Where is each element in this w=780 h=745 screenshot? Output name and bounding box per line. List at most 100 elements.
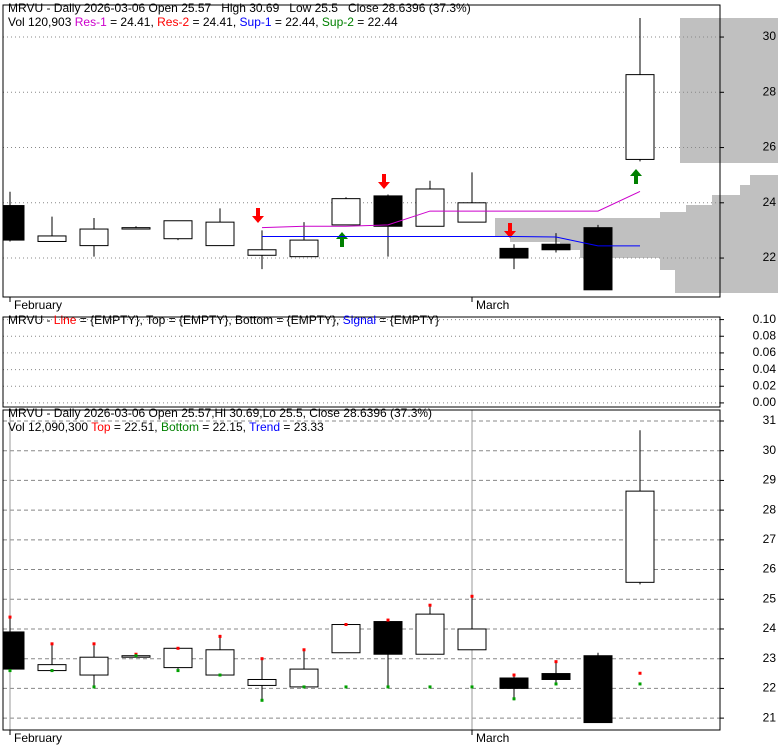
buy-arrow bbox=[336, 232, 348, 247]
candle-body bbox=[289, 668, 319, 688]
legend-text: Top bbox=[91, 420, 111, 434]
legend-text: Res-1 bbox=[75, 15, 107, 29]
x-tick-label: February bbox=[14, 298, 62, 312]
candle-body bbox=[205, 221, 235, 247]
plot-area bbox=[3, 17, 720, 291]
legend-line: Vol 12,090,300 Top = 22.51, Bottom = 22.… bbox=[8, 420, 324, 434]
candle-body bbox=[541, 673, 571, 680]
y-tick-label: 22 bbox=[763, 250, 777, 264]
candle-body bbox=[583, 655, 613, 724]
plot-area bbox=[3, 410, 720, 730]
legend-text: Vol 12,090,300 bbox=[8, 420, 91, 434]
legend-line: MRVU - Daily 2026-03-06 Open 25.57,Hi 30… bbox=[8, 406, 432, 420]
candle-body bbox=[3, 205, 25, 241]
legend-line: MRVU - Daily 2026-03-06 Open 25.57 High … bbox=[8, 1, 471, 15]
legend-text: Sup-1 bbox=[240, 15, 272, 29]
legend-text: Sup-2 bbox=[322, 15, 354, 29]
x-tick-label: March bbox=[476, 731, 509, 745]
marker-dot bbox=[92, 642, 96, 646]
legend-line: Vol 120,903 Res-1 = 24.41, Res-2 = 24.41… bbox=[8, 15, 398, 29]
legend-text: = 22.15, bbox=[199, 420, 249, 434]
legend-text: Line bbox=[54, 313, 77, 327]
marker-dot bbox=[302, 648, 306, 652]
candle-body bbox=[331, 624, 361, 654]
candle-body bbox=[373, 195, 403, 227]
y-tick-label: 26 bbox=[763, 140, 777, 154]
y-tick-label: 0.10 bbox=[753, 312, 777, 326]
candle-body bbox=[625, 74, 655, 160]
volume-profile bbox=[680, 18, 778, 163]
legend-text: = 23.33 bbox=[280, 420, 324, 434]
volume-profile bbox=[495, 175, 778, 293]
marker-dot bbox=[218, 673, 222, 677]
y-tick-label: 27 bbox=[763, 532, 777, 546]
marker-dot bbox=[8, 669, 12, 673]
candle-body bbox=[37, 235, 67, 242]
marker-dot bbox=[554, 682, 558, 686]
y-tick-label: 0.02 bbox=[753, 378, 777, 392]
y-tick-label: 0.00 bbox=[753, 395, 777, 409]
candle-body bbox=[3, 631, 25, 670]
marker-dot bbox=[302, 685, 306, 689]
buy-arrow bbox=[630, 169, 642, 184]
marker-dot bbox=[176, 646, 180, 650]
candle-body bbox=[415, 613, 445, 655]
marker-dot bbox=[344, 623, 348, 627]
legend-text: = 22.44 bbox=[354, 15, 398, 29]
legend-text: = 24.41, bbox=[107, 15, 157, 29]
candle-body bbox=[247, 678, 277, 686]
plot-area bbox=[3, 319, 720, 404]
candle-body bbox=[163, 647, 193, 669]
marker-dot bbox=[260, 698, 264, 702]
candle-body bbox=[415, 188, 445, 227]
panel-frame bbox=[2, 409, 721, 731]
y-tick-label: 21 bbox=[763, 710, 777, 724]
legend-text: = {EMPTY} bbox=[376, 313, 439, 327]
legend-text: = {EMPTY}, Top = {EMPTY}, Bottom = {EMPT… bbox=[76, 313, 342, 327]
candle-body bbox=[541, 243, 571, 251]
marker-dot bbox=[386, 685, 390, 689]
candle-body bbox=[289, 239, 319, 258]
legend-text: = 22.51, bbox=[111, 420, 161, 434]
candle-body bbox=[79, 656, 109, 676]
legend-text: = 24.41, bbox=[189, 15, 239, 29]
x-tick-label: February bbox=[14, 731, 62, 745]
marker-dot bbox=[470, 685, 474, 689]
y-tick-label: 24 bbox=[763, 195, 777, 209]
panel-frame bbox=[2, 4, 721, 298]
y-tick-label: 29 bbox=[763, 473, 777, 487]
y-tick-label: 30 bbox=[763, 443, 777, 457]
candle-body bbox=[331, 198, 361, 226]
legend-line: MRVU - Line = {EMPTY}, Top = {EMPTY}, Bo… bbox=[8, 313, 439, 327]
candle-body bbox=[457, 628, 487, 651]
y-tick-label: 0.04 bbox=[753, 362, 777, 376]
indicator-line bbox=[261, 191, 641, 229]
candle-body bbox=[583, 227, 613, 291]
y-tick-label: 30 bbox=[763, 29, 777, 43]
legend-text: MRVU - bbox=[8, 313, 54, 327]
legend-text: Bottom bbox=[161, 420, 199, 434]
marker-dot bbox=[260, 657, 264, 661]
candle-body bbox=[373, 621, 403, 655]
marker-dot bbox=[554, 660, 558, 664]
marker-dot bbox=[470, 594, 474, 598]
candle-body bbox=[457, 202, 487, 223]
marker-dot bbox=[92, 685, 96, 689]
y-tick-label: 31 bbox=[763, 413, 777, 427]
marker-dot bbox=[386, 618, 390, 622]
candle-body bbox=[205, 649, 235, 676]
candle-body bbox=[163, 220, 193, 240]
panel-frame bbox=[2, 316, 721, 408]
y-tick-label: 23 bbox=[763, 651, 777, 665]
y-tick-label: 24 bbox=[763, 621, 777, 635]
candle-body bbox=[121, 227, 151, 230]
marker-dot bbox=[8, 615, 12, 619]
sell-arrow bbox=[252, 208, 264, 223]
marker-dot bbox=[176, 669, 180, 673]
y-tick-label: 25 bbox=[763, 591, 777, 605]
y-tick-label: 28 bbox=[763, 84, 777, 98]
indicator-line bbox=[262, 236, 640, 247]
marker-dot bbox=[512, 697, 516, 701]
